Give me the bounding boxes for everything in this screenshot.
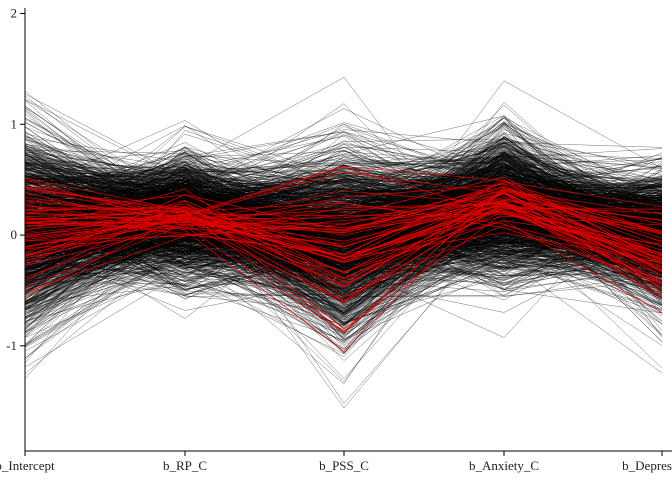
y-tick-label: 1 [11, 116, 18, 131]
y-tick-label: 2 [11, 6, 18, 21]
draw-line [24, 179, 663, 272]
draw-line [24, 222, 663, 327]
draw-line [24, 207, 663, 262]
draw-line [24, 193, 663, 261]
draw-line [24, 181, 663, 260]
draw-line [24, 194, 663, 299]
draw-line [24, 122, 663, 216]
draw-line [24, 174, 663, 279]
x-axis-ticks: b_Intercept b_RP_C b_PSS_C b_Anxiety_C b_Dep… [0, 451, 672, 473]
draw-line [24, 199, 663, 276]
draw-line [24, 200, 663, 265]
draw-line [24, 178, 663, 334]
draw-line [24, 217, 663, 279]
x-tick-label: b_Depres [622, 458, 672, 473]
draw-line [24, 206, 663, 279]
draw-line [24, 163, 663, 234]
axes [24, 8, 672, 452]
draw-line [24, 145, 663, 261]
draw-line [24, 182, 663, 265]
draw-line [24, 175, 663, 271]
x-tick-label: b_Anxiety_C [469, 458, 539, 473]
draw-line [24, 189, 663, 266]
draw-line [24, 201, 663, 314]
draw-line [24, 147, 663, 385]
draw-line [24, 200, 663, 297]
draw-line [24, 203, 663, 299]
draw-line [24, 138, 663, 241]
draw-line [24, 157, 663, 283]
draw-line [24, 183, 663, 290]
draw-line [24, 188, 663, 287]
draw-line [24, 149, 663, 278]
draw-line [24, 107, 663, 308]
x-tick-label: b_RP_C [163, 458, 207, 473]
y-axis-ticks: -1 0 1 2 [6, 6, 25, 353]
draw-line [24, 165, 663, 261]
x-tick-label: b_Intercept [0, 458, 55, 473]
draw-line [24, 165, 663, 273]
y-tick-label: 0 [11, 227, 18, 242]
draw-line [24, 175, 663, 282]
draw-line [24, 202, 663, 285]
draw-line [24, 202, 663, 264]
draw-line [24, 159, 663, 272]
draw-line [24, 197, 663, 285]
draw-line [24, 151, 663, 290]
black-draw-lines [24, 76, 663, 409]
draw-line [24, 144, 663, 213]
draw-line [24, 188, 663, 298]
red-draw-lines [24, 165, 663, 352]
draw-line [24, 199, 663, 236]
draw-line [24, 179, 663, 261]
y-tick-label: -1 [6, 338, 17, 353]
draw-line [24, 170, 663, 311]
draw-line [24, 150, 663, 288]
draw-line [24, 215, 663, 300]
draw-line [24, 186, 663, 243]
draw-line [24, 146, 663, 355]
draw-line [24, 191, 663, 288]
draw-line [24, 203, 663, 301]
draw-line [24, 169, 663, 277]
x-tick-label: b_PSS_C [319, 458, 369, 473]
